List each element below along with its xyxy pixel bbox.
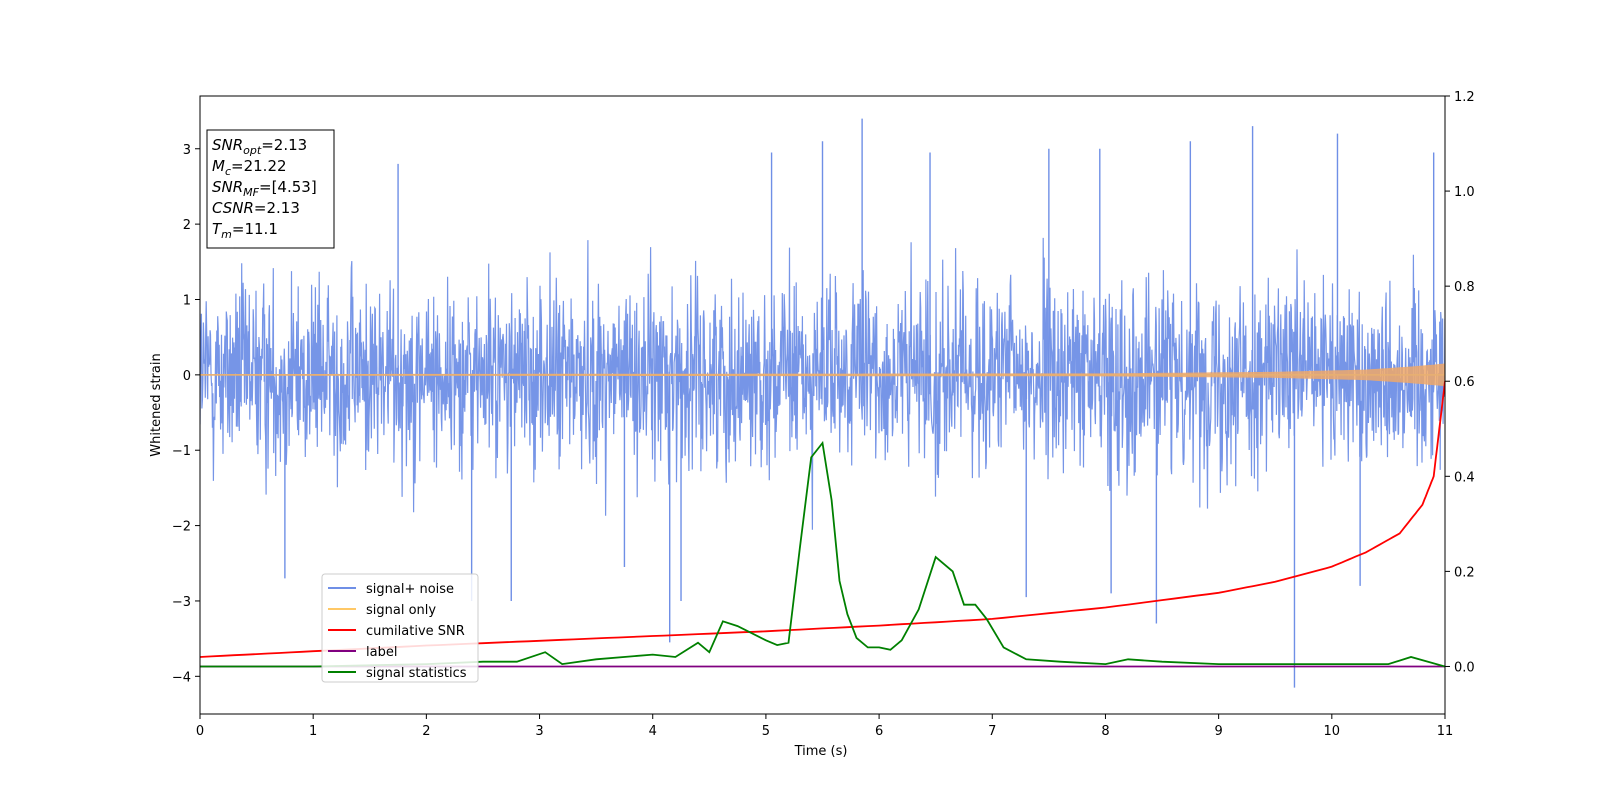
x-tick-label: 5 — [762, 724, 770, 739]
x-tick-label: 8 — [1101, 724, 1109, 739]
cumilative-snr-series-line — [200, 381, 1445, 658]
x-tick-label: 9 — [1214, 724, 1222, 739]
legend-label: label — [366, 645, 397, 660]
y-axis-left: 3 2 1 0 −1 −2 −3 −4 — [172, 143, 200, 685]
x-tick-label: 11 — [1437, 724, 1454, 739]
y-left-tick-label: −1 — [172, 444, 191, 459]
y-right-tick-label: 1.0 — [1454, 185, 1475, 200]
y-axis-right: 1.2 1.0 0.8 0.6 0.4 0.2 0.0 — [1445, 90, 1475, 675]
signal-noise-series — [200, 118, 1445, 688]
y-right-tick-label: 0.8 — [1454, 280, 1475, 295]
y-left-tick-label: 1 — [183, 293, 191, 308]
legend-label: cumilative SNR — [366, 624, 465, 639]
x-tick-label: 1 — [309, 724, 317, 739]
legend-label: signal+ noise — [366, 582, 454, 597]
legend-label: signal only — [366, 603, 436, 618]
y-left-tick-label: 2 — [183, 218, 191, 233]
x-tick-label: 4 — [649, 724, 657, 739]
legend-label: signal statistics — [366, 666, 467, 681]
y-right-tick-label: 1.2 — [1454, 90, 1475, 105]
x-axis-label: Time (s) — [794, 744, 848, 759]
x-axis: 0 1 2 3 4 5 6 7 8 9 10 11 — [196, 714, 1453, 739]
y-left-tick-label: 0 — [183, 369, 191, 384]
y-left-tick-label: −4 — [172, 670, 191, 685]
y-left-tick-label: −2 — [172, 520, 191, 535]
x-tick-label: 0 — [196, 724, 204, 739]
plot-area — [200, 118, 1445, 688]
x-tick-label: 10 — [1324, 724, 1341, 739]
x-tick-label: 7 — [988, 724, 996, 739]
x-tick-label: 2 — [422, 724, 430, 739]
y-axis-label: Whitened strain — [149, 353, 164, 456]
legend-item: label — [328, 645, 397, 660]
y-right-tick-label: 0.6 — [1454, 375, 1475, 390]
legend-item: cumilative SNR — [328, 624, 465, 639]
y-left-tick-label: −3 — [172, 595, 191, 610]
x-tick-label: 3 — [535, 724, 543, 739]
info-box-line: Tm=11.1 — [212, 220, 278, 241]
signal-statistics-series-line — [200, 440, 1445, 668]
legend-item: signal statistics — [328, 666, 467, 681]
x-tick-label: 6 — [875, 724, 883, 739]
y-left-tick-label: 3 — [183, 143, 191, 158]
y-right-tick-label: 0.0 — [1454, 660, 1475, 675]
info-box-line: Mc=21.22 — [212, 157, 287, 178]
legend: signal+ noise signal only cumilative SNR la… — [321, 573, 479, 683]
legend-item: signal only — [328, 603, 436, 618]
info-box-line: SNRMF=[4.53] — [212, 178, 317, 199]
legend-item: signal+ noise — [328, 582, 454, 597]
info-box-line: CSNR=2.13 — [212, 199, 300, 217]
y-right-tick-label: 0.2 — [1454, 565, 1475, 580]
info-box-line: SNRopt=2.13 — [212, 136, 307, 157]
info-box: SNRopt=2.13Mc=21.22SNRMF=[4.53]CSNR=2.13… — [206, 129, 335, 249]
y-right-tick-label: 0.4 — [1454, 470, 1475, 485]
plot-frame — [199, 95, 1446, 715]
